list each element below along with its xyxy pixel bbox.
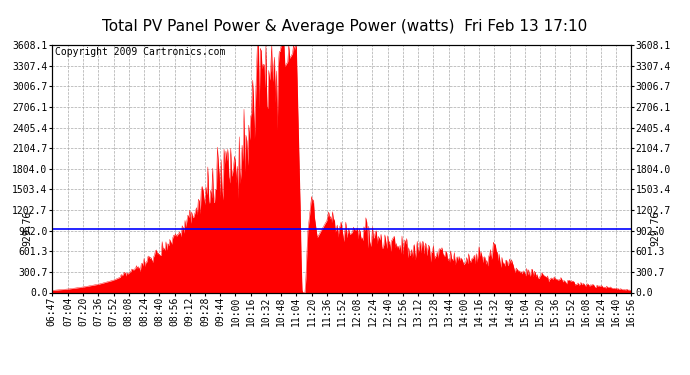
Text: 929.76: 929.76: [22, 211, 32, 246]
Text: 929.76: 929.76: [651, 211, 661, 246]
Text: Copyright 2009 Cartronics.com: Copyright 2009 Cartronics.com: [55, 48, 225, 57]
Text: Total PV Panel Power & Average Power (watts)  Fri Feb 13 17:10: Total PV Panel Power & Average Power (wa…: [102, 19, 588, 34]
